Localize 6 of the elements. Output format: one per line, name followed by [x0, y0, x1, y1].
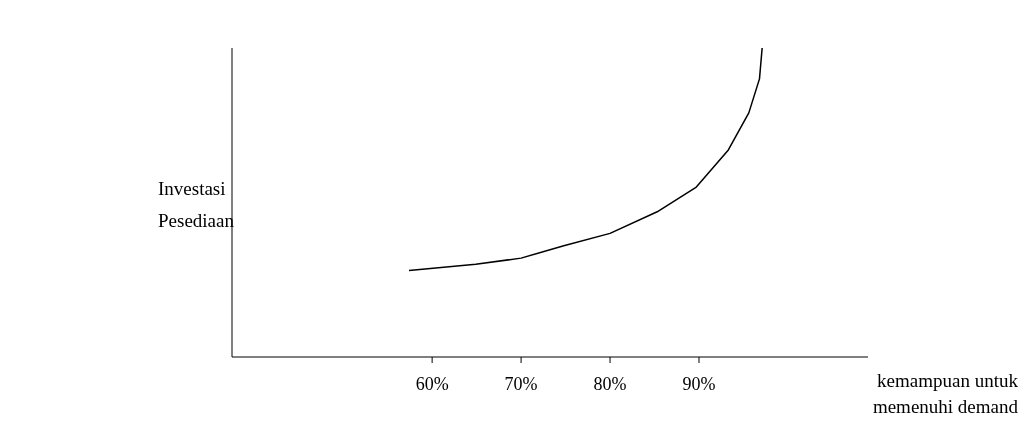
- x-tick-label: 60%: [415, 373, 449, 394]
- x-tick-label: 70%: [504, 373, 538, 394]
- y-axis-title: Investasi Pesediaan: [158, 177, 235, 233]
- x-axis-title: kemampuan untuk memenuhi demand: [871, 369, 1018, 419]
- x-tick-label: 90%: [682, 373, 716, 394]
- x-tick-label: 80%: [593, 373, 627, 394]
